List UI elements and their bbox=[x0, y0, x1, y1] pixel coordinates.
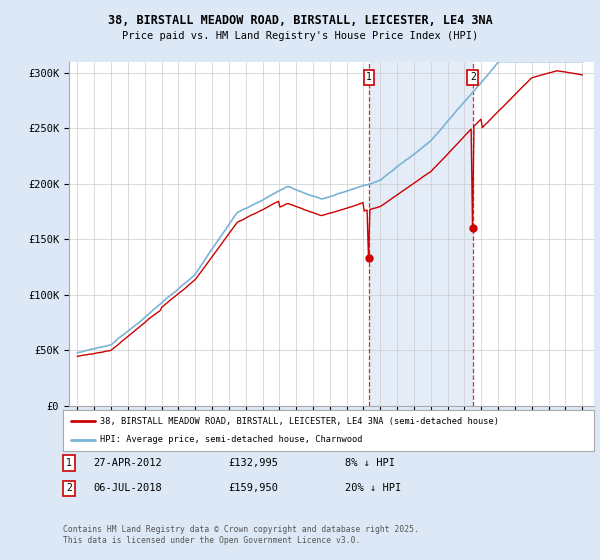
Text: Price paid vs. HM Land Registry's House Price Index (HPI): Price paid vs. HM Land Registry's House … bbox=[122, 31, 478, 41]
Text: 38, BIRSTALL MEADOW ROAD, BIRSTALL, LEICESTER, LE4 3NA: 38, BIRSTALL MEADOW ROAD, BIRSTALL, LEIC… bbox=[107, 14, 493, 27]
Text: 38, BIRSTALL MEADOW ROAD, BIRSTALL, LEICESTER, LE4 3NA (semi-detached house): 38, BIRSTALL MEADOW ROAD, BIRSTALL, LEIC… bbox=[100, 417, 499, 426]
Text: 2: 2 bbox=[66, 483, 72, 493]
Text: 27-APR-2012: 27-APR-2012 bbox=[93, 458, 162, 468]
Text: 2: 2 bbox=[470, 72, 476, 82]
Text: HPI: Average price, semi-detached house, Charnwood: HPI: Average price, semi-detached house,… bbox=[100, 436, 362, 445]
Text: Contains HM Land Registry data © Crown copyright and database right 2025.
This d: Contains HM Land Registry data © Crown c… bbox=[63, 525, 419, 545]
Text: £132,995: £132,995 bbox=[228, 458, 278, 468]
Text: 8% ↓ HPI: 8% ↓ HPI bbox=[345, 458, 395, 468]
Text: 1: 1 bbox=[66, 458, 72, 468]
Text: 06-JUL-2018: 06-JUL-2018 bbox=[93, 483, 162, 493]
Text: £159,950: £159,950 bbox=[228, 483, 278, 493]
Bar bbox=[369, 62, 473, 406]
Text: 1: 1 bbox=[366, 72, 372, 82]
Text: 20% ↓ HPI: 20% ↓ HPI bbox=[345, 483, 401, 493]
